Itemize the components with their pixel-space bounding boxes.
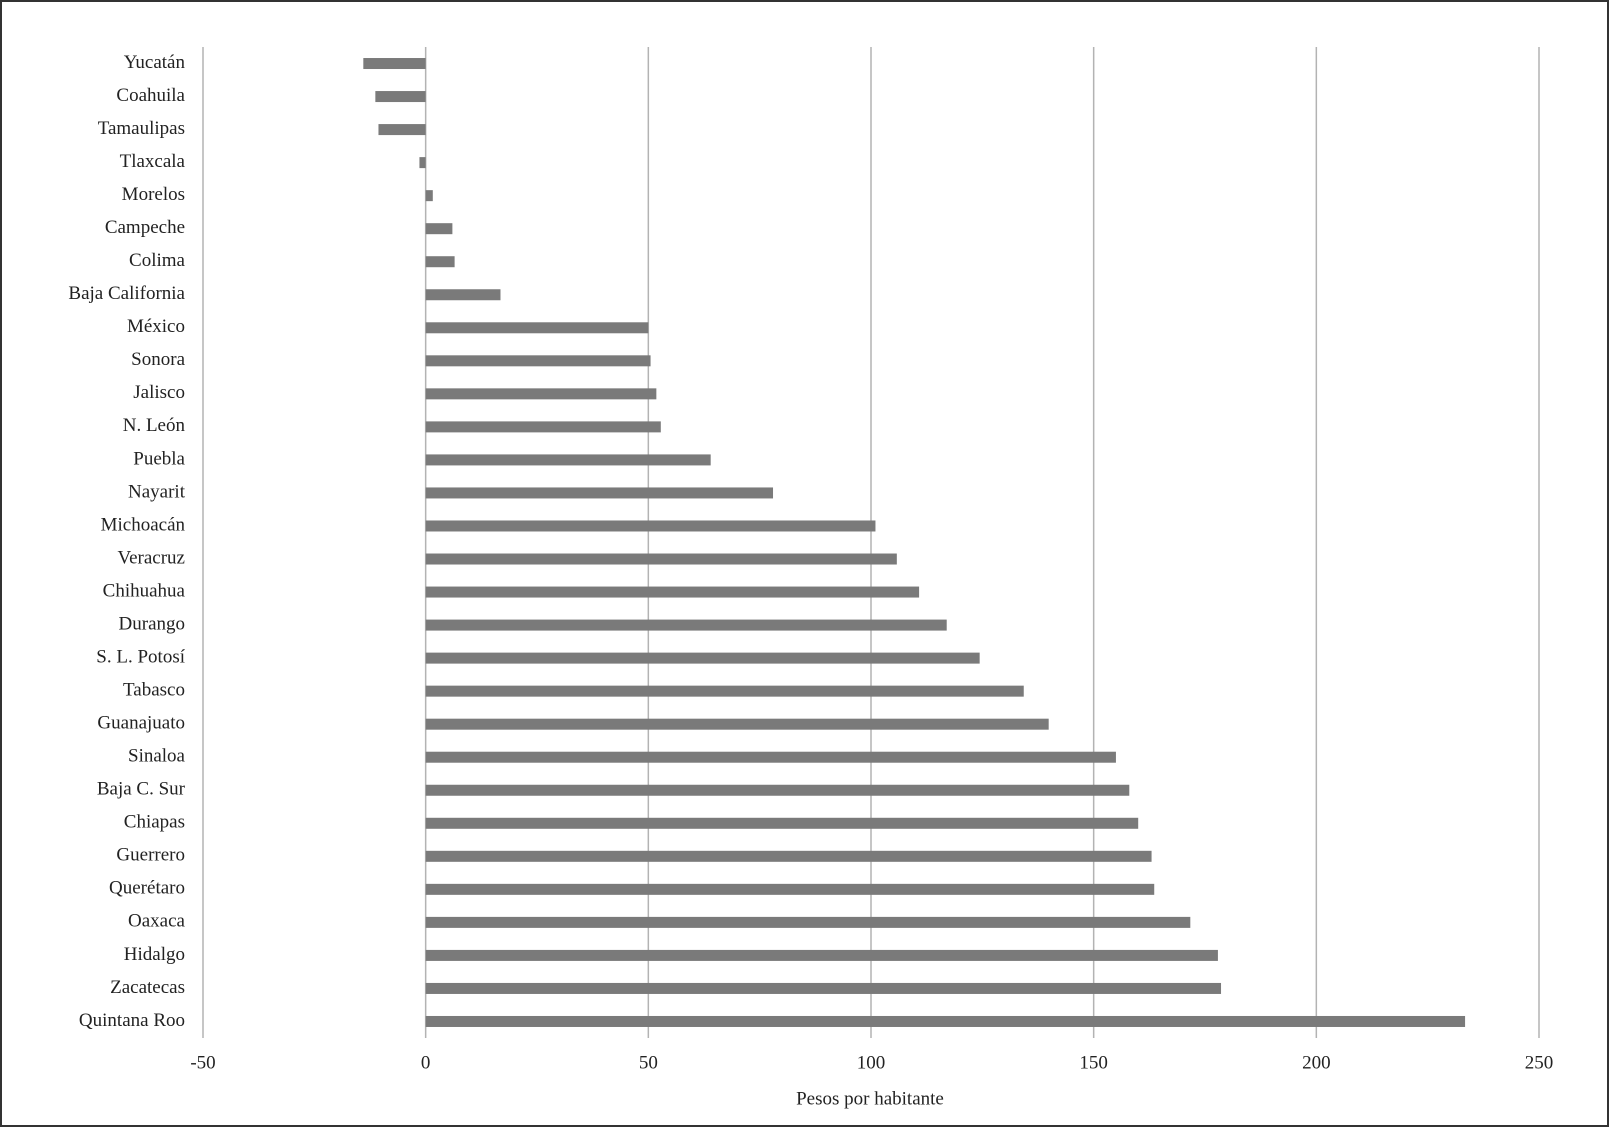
- bar: [425, 850, 1152, 862]
- bar: [425, 949, 1218, 961]
- bar: [378, 124, 426, 136]
- y-tick-label: Tamaulipas: [98, 118, 185, 139]
- y-tick-label: Quintana Roo: [79, 1010, 185, 1031]
- y-tick-label: N. León: [123, 415, 186, 436]
- bar: [425, 289, 501, 301]
- y-tick-label: Oaxaca: [128, 911, 186, 932]
- y-tick-label: Tabasco: [123, 680, 185, 701]
- bar: [425, 190, 433, 202]
- y-tick-label: Michoacán: [101, 514, 186, 535]
- bar: [425, 982, 1222, 994]
- x-tick-label: 150: [1079, 1052, 1108, 1073]
- bar: [425, 223, 453, 235]
- bar: [419, 157, 426, 169]
- y-tick-label: Sonora: [131, 349, 185, 370]
- x-tick-label: 250: [1525, 1052, 1554, 1073]
- bar: [425, 652, 980, 664]
- y-tick-label: Guerrero: [116, 845, 185, 866]
- y-tick-label: Baja California: [68, 283, 185, 304]
- y-tick-label: Colima: [129, 250, 186, 271]
- x-tick-label: 200: [1302, 1052, 1331, 1073]
- y-tick-label: Morelos: [122, 184, 185, 205]
- bar: [425, 355, 651, 367]
- y-tick-label: Guanajuato: [97, 713, 185, 734]
- y-tick-label: Nayarit: [128, 481, 186, 502]
- y-tick-label: Zacatecas: [110, 977, 185, 998]
- y-tick-label: México: [127, 316, 185, 337]
- y-tick-label: Durango: [119, 613, 185, 634]
- bar: [363, 58, 426, 70]
- x-tick-label: 100: [857, 1052, 886, 1073]
- y-tick-label: Yucatán: [124, 52, 186, 73]
- bar: [425, 520, 876, 532]
- y-tick-label: Chihuahua: [103, 580, 186, 601]
- y-tick-label: Coahuila: [116, 85, 185, 106]
- x-tick-label: 50: [639, 1052, 658, 1073]
- y-tick-label: Veracruz: [117, 547, 185, 568]
- bar: [425, 454, 711, 466]
- bar: [425, 784, 1130, 796]
- bar: [425, 751, 1116, 763]
- y-tick-label: Puebla: [133, 448, 185, 469]
- y-tick-label: Baja C. Sur: [97, 779, 186, 800]
- bar: [425, 322, 649, 334]
- y-tick-label: Sinaloa: [128, 746, 186, 767]
- bar: [425, 883, 1155, 895]
- bar: [425, 718, 1049, 730]
- bar: [425, 1015, 1466, 1027]
- y-tick-label: Querétaro: [109, 878, 185, 899]
- y-tick-label: Tlaxcala: [120, 151, 186, 172]
- y-tick-label: Hidalgo: [124, 944, 185, 965]
- y-tick-label: Chiapas: [124, 812, 185, 833]
- bar: [375, 91, 426, 103]
- bar: [425, 421, 661, 433]
- y-tick-label: Jalisco: [133, 382, 185, 403]
- x-tick-label: -50: [190, 1052, 215, 1073]
- y-tick-label: Campeche: [105, 217, 185, 238]
- bar: [425, 685, 1024, 697]
- bar: [425, 388, 657, 400]
- bar: [425, 256, 455, 268]
- y-tick-label: S. L. Potosí: [96, 646, 185, 667]
- x-tick-label: 0: [421, 1052, 431, 1073]
- bar: [425, 916, 1191, 928]
- x-axis-label: Pesos por habitante: [796, 1088, 944, 1109]
- bar: [425, 619, 947, 631]
- bar: [425, 487, 774, 499]
- bar: [425, 586, 920, 598]
- bar: [425, 817, 1139, 829]
- bar: [425, 553, 897, 565]
